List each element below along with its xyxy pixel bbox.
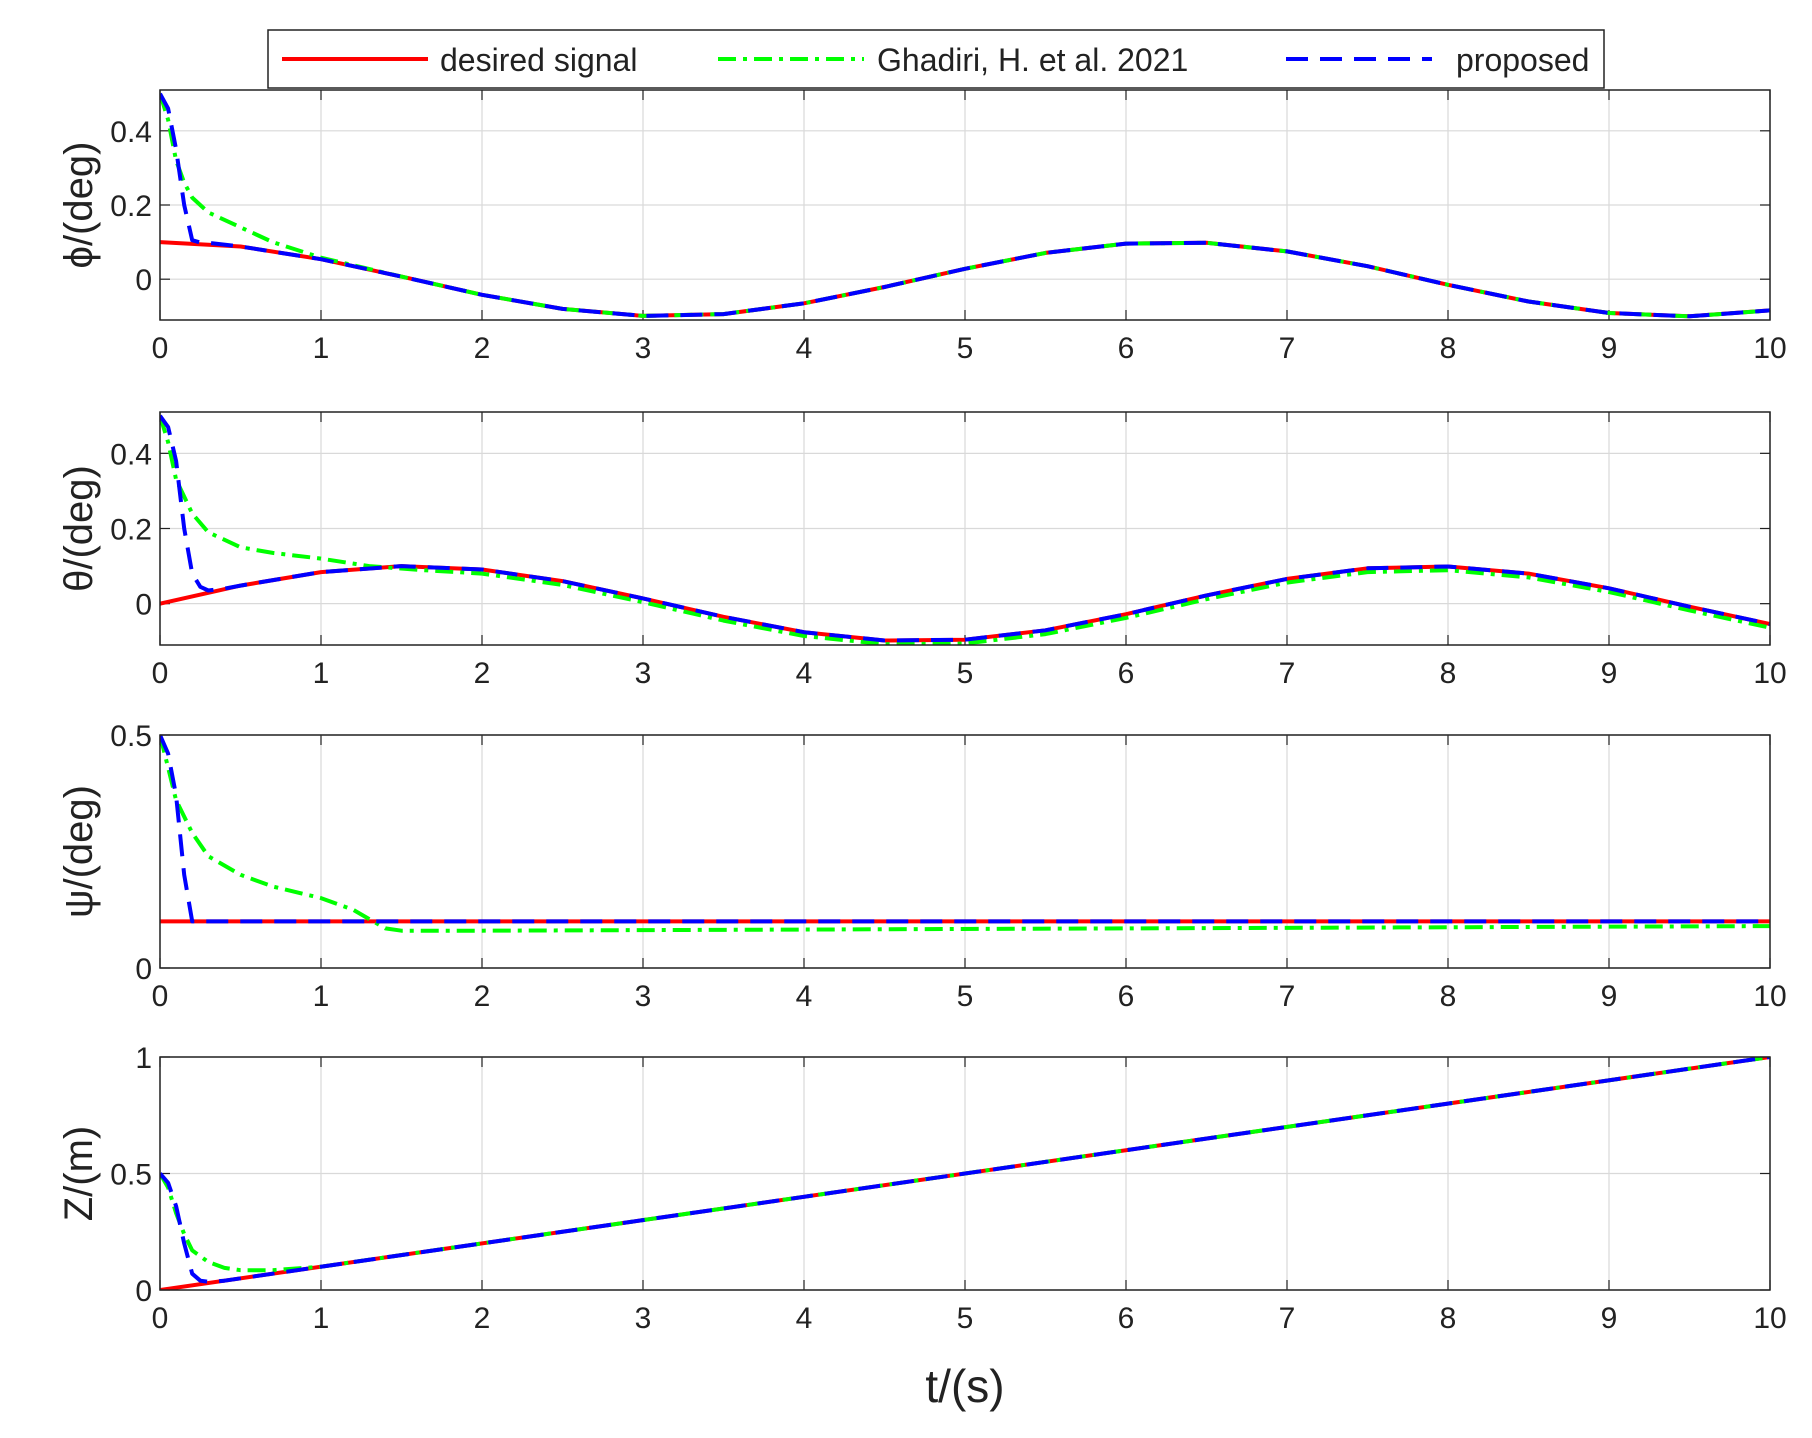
x-tick-label: 4 bbox=[796, 657, 813, 690]
y-tick-label: 0.4 bbox=[110, 438, 152, 471]
x-tick-label: 5 bbox=[957, 657, 974, 690]
series-line-proposed bbox=[160, 735, 1770, 924]
x-tick-label: 0 bbox=[152, 332, 169, 365]
x-tick-label: 3 bbox=[635, 657, 652, 690]
x-tick-label: 3 bbox=[635, 1302, 652, 1335]
x-tick-label: 5 bbox=[957, 980, 974, 1013]
subplot-4: 0 1 2 3 4 5 6 7 8 9 10 0 0.5 1 Z/(m) bbox=[57, 1042, 1787, 1335]
series-line-proposed bbox=[160, 92, 1770, 319]
x-tick-label: 3 bbox=[635, 980, 652, 1013]
x-tick-label: 9 bbox=[1601, 980, 1618, 1013]
x-tick-label: 9 bbox=[1601, 1302, 1618, 1335]
x-tick-label: 1 bbox=[313, 1302, 330, 1335]
x-tick-label: 8 bbox=[1440, 657, 1457, 690]
x-tick-label: 9 bbox=[1601, 332, 1618, 365]
x-tick-label: 2 bbox=[474, 980, 491, 1013]
x-tick-label: 10 bbox=[1753, 1302, 1786, 1335]
series-line-proposed bbox=[160, 414, 1770, 643]
legend-label-ghadiri: Ghadiri, H. et al. 2021 bbox=[877, 42, 1188, 78]
axes-frame bbox=[159, 734, 1771, 969]
subplot-1: 0 1 2 3 4 5 6 7 8 9 10 0 0.2 0.4 ϕ/(deg) bbox=[57, 89, 1787, 365]
x-tick-label: 4 bbox=[796, 980, 813, 1013]
y-tick-label: 0 bbox=[135, 589, 152, 622]
y-tick-label: 0 bbox=[135, 953, 152, 986]
series-line-ghadiri-h-et-al-2021 bbox=[160, 1057, 1770, 1273]
y-axis-label: Z/(m) bbox=[57, 1126, 101, 1222]
series-line-ghadiri-h-et-al-2021 bbox=[160, 415, 1770, 645]
x-tick-label: 1 bbox=[313, 980, 330, 1013]
y-tick-label: 0.4 bbox=[110, 116, 152, 149]
y-tick-label: 1 bbox=[135, 1042, 152, 1075]
x-tick-label: 2 bbox=[474, 1302, 491, 1335]
legend-label-desired: desired signal bbox=[440, 42, 637, 78]
x-tick-label: 3 bbox=[635, 332, 652, 365]
x-tick-label: 10 bbox=[1753, 332, 1786, 365]
x-tick-label: 0 bbox=[152, 980, 169, 1013]
x-tick-label: 0 bbox=[152, 1302, 169, 1335]
y-tick-label: 0.5 bbox=[110, 720, 152, 753]
x-tick-label: 1 bbox=[313, 332, 330, 365]
x-tick-label: 2 bbox=[474, 657, 491, 690]
legend-label-proposed: proposed bbox=[1456, 42, 1589, 78]
y-tick-label: 0.2 bbox=[110, 190, 152, 223]
axes-frame bbox=[159, 89, 1771, 321]
x-tick-label: 5 bbox=[957, 1302, 974, 1335]
subplot-3: 0 1 2 3 4 5 6 7 8 9 10 0 0.5 ψ/(deg) bbox=[57, 720, 1787, 1013]
x-tick-label: 8 bbox=[1440, 1302, 1457, 1335]
x-tick-label: 8 bbox=[1440, 980, 1457, 1013]
axes-frame bbox=[159, 1056, 1771, 1291]
legend-box bbox=[267, 29, 1605, 89]
y-axis-label: θ/(deg) bbox=[57, 465, 101, 592]
x-tick-label: 6 bbox=[1118, 980, 1135, 1013]
x-tick-label: 4 bbox=[796, 332, 813, 365]
y-tick-label: 0.5 bbox=[110, 1159, 152, 1192]
x-tick-label: 5 bbox=[957, 332, 974, 365]
x-tick-label: 1 bbox=[313, 657, 330, 690]
axes-frame bbox=[159, 411, 1771, 646]
x-tick-label: 9 bbox=[1601, 657, 1618, 690]
y-axis-label: ψ/(deg) bbox=[57, 785, 101, 918]
x-tick-label: 2 bbox=[474, 332, 491, 365]
x-tick-label: 7 bbox=[1279, 332, 1296, 365]
y-tick-label: 0.2 bbox=[110, 514, 152, 547]
x-tick-label: 0 bbox=[152, 657, 169, 690]
legend: desired signal Ghadiri, H. et al. 2021 p… bbox=[267, 29, 1605, 89]
x-tick-label: 7 bbox=[1279, 980, 1296, 1013]
x-tick-label: 6 bbox=[1118, 657, 1135, 690]
subplot-2: 0 1 2 3 4 5 6 7 8 9 10 0 0.2 0.4 θ/(deg) bbox=[57, 411, 1787, 690]
x-tick-label: 6 bbox=[1118, 332, 1135, 365]
x-tick-label: 7 bbox=[1279, 657, 1296, 690]
y-axis-label: ϕ/(deg) bbox=[57, 142, 101, 269]
x-tick-label: 6 bbox=[1118, 1302, 1135, 1335]
series-line-proposed bbox=[160, 1057, 1770, 1284]
x-tick-label: 8 bbox=[1440, 332, 1457, 365]
y-tick-label: 0 bbox=[135, 1275, 152, 1308]
x-tick-label: 10 bbox=[1753, 657, 1786, 690]
x-tick-label: 10 bbox=[1753, 980, 1786, 1013]
x-tick-label: 7 bbox=[1279, 1302, 1296, 1335]
x-axis-label: t/(s) bbox=[925, 1360, 1004, 1412]
x-tick-label: 4 bbox=[796, 1302, 813, 1335]
y-tick-label: 0 bbox=[135, 264, 152, 297]
